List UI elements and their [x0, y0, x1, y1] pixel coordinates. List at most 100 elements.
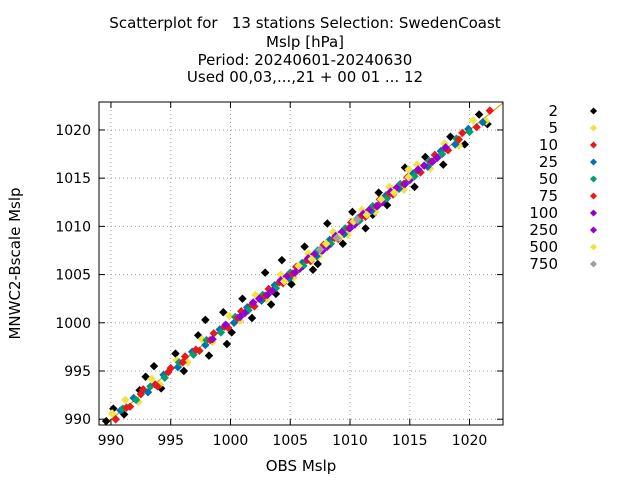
data-point — [374, 188, 383, 197]
data-point — [147, 374, 156, 383]
legend-marker — [589, 192, 598, 200]
data-point — [404, 172, 413, 182]
points-layer — [101, 106, 495, 426]
data-point — [160, 373, 169, 382]
y-tick-label: 1015 — [55, 171, 91, 187]
data-point — [179, 366, 189, 376]
data-point — [433, 153, 442, 163]
data-point — [238, 294, 247, 303]
data-point — [149, 361, 159, 371]
chart-title-line-3: Period: 20240601-20240630 — [197, 51, 413, 69]
data-point — [404, 165, 413, 174]
data-point — [204, 351, 214, 360]
chart-title-line-2: Mslp [hPa] — [266, 33, 344, 51]
plot-frame — [98, 101, 504, 426]
data-point — [400, 179, 410, 189]
legend-label: 50 — [539, 170, 558, 188]
data-point — [428, 157, 437, 167]
legend-label: 750 — [529, 255, 558, 273]
data-point — [171, 349, 180, 358]
data-point — [235, 312, 245, 322]
data-point — [222, 339, 232, 349]
data-point — [107, 409, 117, 418]
data-point — [460, 140, 469, 149]
x-tick-label: 990 — [98, 433, 125, 449]
legend-label: 2 — [548, 102, 558, 120]
chart-title-line-4: Used 00,03,...,21 + 00 01 ... 12 — [186, 68, 424, 86]
data-point — [362, 210, 371, 220]
data-point — [338, 239, 348, 248]
data-point — [300, 242, 309, 251]
data-point — [219, 307, 228, 317]
x-tick-label: 1000 — [213, 433, 249, 449]
data-point — [308, 265, 318, 275]
data-point — [307, 254, 317, 264]
data-point — [437, 149, 447, 159]
data-point — [468, 116, 478, 125]
data-point — [438, 160, 448, 169]
legend-marker — [589, 141, 598, 149]
data-point — [345, 224, 355, 233]
y-axis-title: MNWC2-Bscale Mslp — [6, 187, 24, 339]
data-point — [254, 294, 264, 303]
data-point — [164, 367, 173, 377]
legend-label: 10 — [539, 136, 558, 154]
data-point — [247, 313, 257, 323]
data-point — [454, 135, 464, 144]
data-point — [277, 255, 287, 265]
y-tick-label: 1005 — [55, 268, 91, 284]
data-point — [465, 127, 474, 137]
chart-title-line-1: Scatterplot for 13 stations Selection: S… — [109, 14, 501, 32]
data-point — [419, 161, 429, 170]
y-tick-label: 995 — [64, 364, 91, 380]
data-point — [122, 403, 131, 412]
data-point — [478, 118, 487, 127]
data-point — [248, 298, 258, 307]
data-point — [389, 188, 399, 197]
grid-layer — [99, 102, 503, 425]
legend-label: 500 — [529, 238, 558, 256]
data-point — [260, 268, 270, 277]
data-point — [150, 380, 160, 389]
data-point — [121, 395, 130, 405]
legend-marker — [589, 260, 598, 268]
data-point — [315, 245, 325, 254]
legend-label: 5 — [548, 119, 558, 137]
y-tick-label: 990 — [64, 412, 91, 428]
data-point — [474, 110, 484, 119]
data-point — [290, 268, 300, 277]
data-point — [410, 171, 419, 181]
data-point — [472, 122, 481, 132]
data-point — [136, 389, 146, 399]
x-axis-title: OBS Mslp — [266, 457, 337, 475]
data-point — [361, 224, 370, 233]
data-point — [266, 300, 276, 309]
series-500 — [280, 172, 413, 286]
data-point — [208, 334, 217, 344]
data-point — [332, 233, 342, 243]
data-point — [376, 195, 386, 204]
legend-label: 25 — [539, 153, 558, 171]
data-point — [303, 249, 313, 258]
legend-label: 250 — [529, 221, 558, 239]
data-point — [348, 207, 357, 217]
legend-marker — [589, 243, 598, 251]
data-point — [413, 165, 423, 174]
legend-marker — [589, 226, 598, 234]
y-tick-label: 1020 — [55, 123, 91, 139]
data-point — [216, 328, 226, 337]
y-tick-label: 1000 — [55, 316, 91, 332]
x-tick-label: 1005 — [272, 433, 308, 449]
data-point — [191, 345, 201, 355]
data-point — [485, 106, 495, 115]
data-point — [441, 143, 450, 152]
data-point — [280, 277, 289, 286]
series-750 — [315, 215, 362, 254]
data-point — [410, 182, 419, 192]
data-point — [221, 320, 230, 329]
data-point — [178, 358, 187, 367]
legend-marker — [589, 209, 598, 217]
data-point — [131, 395, 141, 405]
